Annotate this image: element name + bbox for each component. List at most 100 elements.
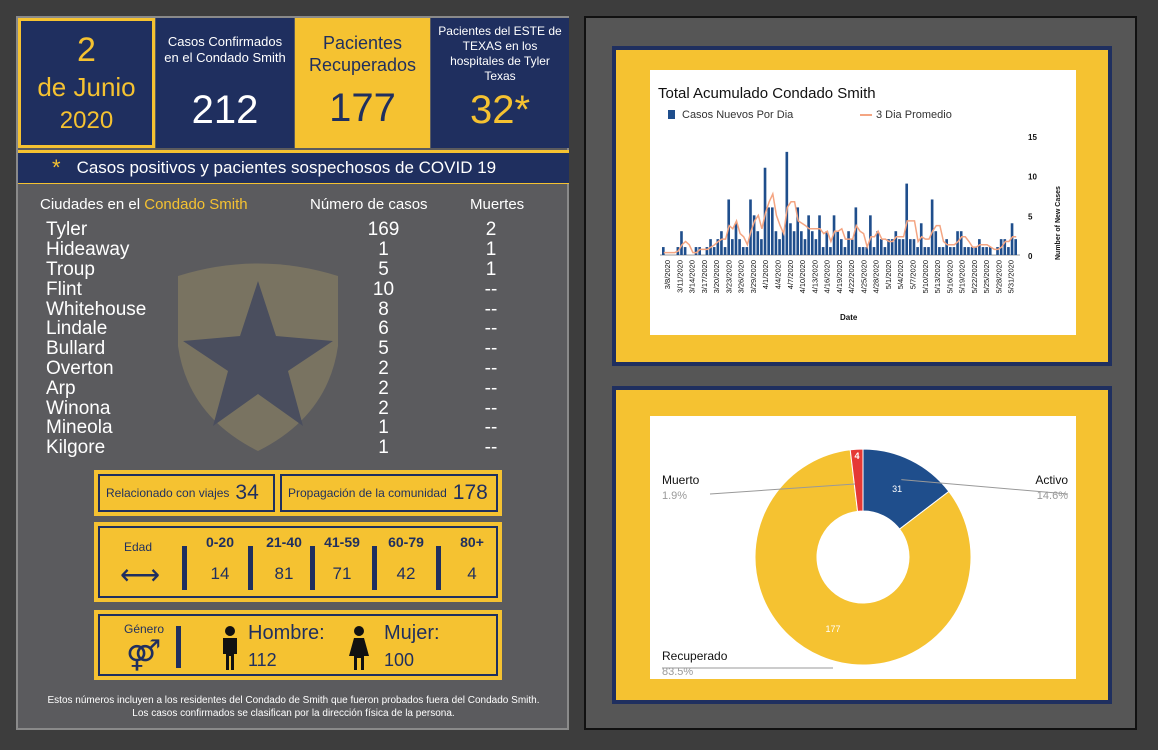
bar <box>1003 239 1007 255</box>
city-deaths: -- <box>484 338 498 360</box>
city-row: Mineola 1 -- <box>46 418 546 438</box>
age-count: 14 <box>210 564 230 583</box>
bar <box>967 247 970 255</box>
bar <box>680 231 683 255</box>
age-group: 80+ 4 <box>444 534 500 584</box>
city-row: Lindale 6 -- <box>46 319 546 339</box>
bar <box>763 167 767 255</box>
bar <box>858 247 861 255</box>
date-day: 2 <box>77 31 96 69</box>
city-name: Lindale <box>46 318 108 340</box>
x-tick-label: 4/22/2020 <box>847 260 856 293</box>
community-label: Propagación de la comunidad <box>288 486 447 500</box>
bar <box>800 231 803 255</box>
city-cases: 5 <box>378 338 389 360</box>
asterisk-icon: * <box>52 155 61 180</box>
bar <box>770 207 774 255</box>
bar <box>734 223 738 255</box>
shield-star-icon <box>178 263 338 451</box>
city-cases: 5 <box>378 258 389 280</box>
city-deaths: -- <box>484 298 498 320</box>
bar <box>948 247 952 255</box>
recovered-value: 177 <box>329 86 396 130</box>
bar <box>974 247 978 255</box>
leader-line <box>901 479 1069 495</box>
confirmed-value: 212 <box>191 88 259 132</box>
hospital-value: 32* <box>469 88 531 132</box>
date-month: de Junio <box>37 72 136 102</box>
city-cases: 2 <box>378 397 389 419</box>
bar <box>847 231 850 255</box>
age-label: Edad <box>124 540 153 554</box>
bar <box>981 247 985 255</box>
x-tick-label: 5/16/2020 <box>945 260 954 293</box>
bar <box>774 231 778 255</box>
deaths-header: Muertes <box>470 196 525 213</box>
bar <box>850 239 854 255</box>
age-divider <box>372 546 377 590</box>
city-row: Bullard 5 -- <box>46 339 546 359</box>
slice-value: 4 <box>854 451 859 461</box>
recovered-box: Pacientes Recuperados 177 <box>295 18 430 148</box>
city-name: Mineola <box>46 417 113 439</box>
city-row: Troup 5 1 <box>46 260 546 280</box>
city-name: Hideaway <box>46 239 130 261</box>
city-deaths: -- <box>484 377 498 399</box>
bar <box>741 247 745 255</box>
bar <box>905 183 909 255</box>
slice-label: Muerto <box>662 473 700 487</box>
city-cases: 6 <box>378 318 389 340</box>
date-year: 2020 <box>59 107 114 134</box>
city-row: Whitehouse 8 -- <box>46 299 546 319</box>
x-tick-label: 4/19/2020 <box>835 260 844 293</box>
bar <box>927 247 930 255</box>
cities-header-prefix: Ciudades en el <box>40 196 145 213</box>
x-axis-label: Date <box>840 313 858 322</box>
y-axis-label: Number of New Cases <box>1055 186 1062 260</box>
travel-label: Relacionado con viajes <box>106 486 230 500</box>
city-name: Arp <box>46 377 76 399</box>
city-deaths: 1 <box>485 258 497 280</box>
bar <box>996 247 999 255</box>
gender-divider <box>176 626 181 668</box>
date-box: 2 de Junio 2020 <box>18 18 155 148</box>
bar <box>1010 223 1014 255</box>
city-row: Tyler 169 2 <box>46 220 546 240</box>
bar <box>872 247 876 255</box>
bar <box>959 231 963 255</box>
bar <box>789 223 792 255</box>
bar-chart-card: Total Acumulado Condado Smith Casos Nuevo… <box>650 70 1076 335</box>
bar-chart: Total Acumulado Condado Smith Casos Nuevo… <box>658 85 1062 322</box>
slice-label: Activo <box>1035 473 1068 487</box>
covid-banner: * Casos positivos y pacientes sospechoso… <box>18 150 569 184</box>
city-deaths: 1 <box>485 239 497 261</box>
confirmed-box: Casos Confirmados en el Condado Smith 21… <box>156 18 294 148</box>
x-tick-label: 3/17/2020 <box>700 260 709 293</box>
hospital-box: Pacientes del ESTE de TEXAS en los hospi… <box>431 18 569 148</box>
recovered-label: Pacientes Recuperados <box>308 33 417 75</box>
bar <box>843 247 847 255</box>
legend-swatch-bar <box>668 110 675 119</box>
x-tick-label: 3/20/2020 <box>712 260 721 293</box>
bar <box>934 231 938 255</box>
bar <box>712 247 716 255</box>
city-name: Winona <box>46 397 111 419</box>
x-tick-label: 3/11/2020 <box>675 260 684 293</box>
age-group: 21-40 81 <box>256 534 312 584</box>
age-range: 41-59 <box>324 534 360 550</box>
bar <box>694 247 698 255</box>
bar <box>985 247 988 255</box>
x-tick-label: 4/13/2020 <box>810 260 819 293</box>
gender-box: Género ⚤ Hombre: 112 Mujer: 100 <box>98 614 498 676</box>
bar <box>869 215 872 255</box>
bar <box>894 231 898 255</box>
chart-title: Total Acumulado Condado Smith <box>658 85 876 102</box>
bar <box>829 247 832 255</box>
city-name: Troup <box>46 258 95 280</box>
slice-value: 31 <box>892 484 902 494</box>
x-tick-label: 5/25/2020 <box>982 260 991 293</box>
footnote-line2: Los casos confirmados se clasifican por … <box>132 708 455 719</box>
age-divider <box>248 546 253 590</box>
city-row: Arp 2 -- <box>46 378 546 398</box>
x-tick-label: 4/28/2020 <box>872 260 881 293</box>
